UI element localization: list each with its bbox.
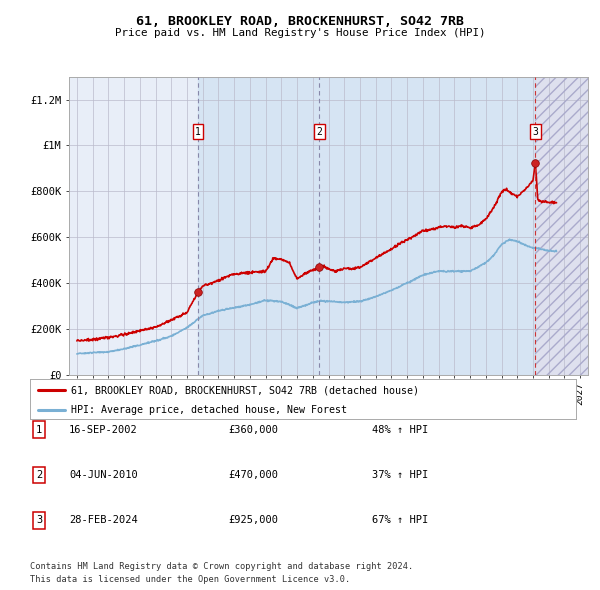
- Text: 67% ↑ HPI: 67% ↑ HPI: [372, 516, 428, 525]
- Text: HPI: Average price, detached house, New Forest: HPI: Average price, detached house, New …: [71, 405, 347, 415]
- Text: 16-SEP-2002: 16-SEP-2002: [69, 425, 138, 434]
- Text: 37% ↑ HPI: 37% ↑ HPI: [372, 470, 428, 480]
- Text: Price paid vs. HM Land Registry's House Price Index (HPI): Price paid vs. HM Land Registry's House …: [115, 28, 485, 38]
- Text: This data is licensed under the Open Government Licence v3.0.: This data is licensed under the Open Gov…: [30, 575, 350, 584]
- Bar: [535, 77, 588, 375]
- Text: Contains HM Land Registry data © Crown copyright and database right 2024.: Contains HM Land Registry data © Crown c…: [30, 562, 413, 571]
- Text: 61, BROOKLEY ROAD, BROCKENHURST, SO42 7RB: 61, BROOKLEY ROAD, BROCKENHURST, SO42 7R…: [136, 15, 464, 28]
- Text: 1: 1: [36, 425, 42, 434]
- Text: 1: 1: [195, 127, 201, 137]
- Text: £470,000: £470,000: [228, 470, 278, 480]
- Text: 3: 3: [533, 127, 538, 137]
- Text: 48% ↑ HPI: 48% ↑ HPI: [372, 425, 428, 434]
- Text: 2: 2: [316, 127, 322, 137]
- Text: 04-JUN-2010: 04-JUN-2010: [69, 470, 138, 480]
- Text: 61, BROOKLEY ROAD, BROCKENHURST, SO42 7RB (detached house): 61, BROOKLEY ROAD, BROCKENHURST, SO42 7R…: [71, 385, 419, 395]
- Text: £925,000: £925,000: [228, 516, 278, 525]
- Bar: [535, 77, 588, 375]
- Text: 28-FEB-2024: 28-FEB-2024: [69, 516, 138, 525]
- Text: 2: 2: [36, 470, 42, 480]
- Text: 3: 3: [36, 516, 42, 525]
- Text: £360,000: £360,000: [228, 425, 278, 434]
- Bar: [198, 77, 535, 375]
